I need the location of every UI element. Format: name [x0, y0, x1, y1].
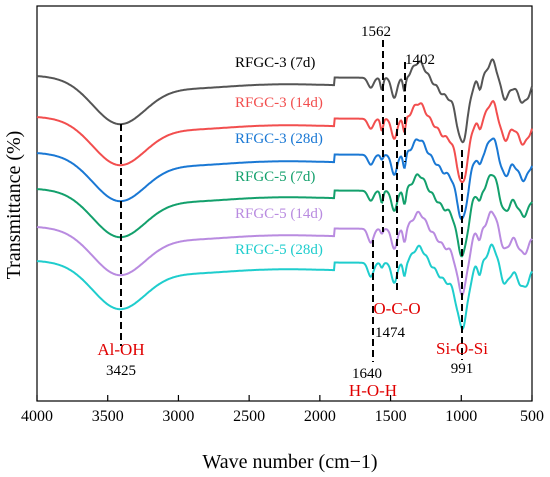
x-axis-title: Wave number (cm−1) [202, 451, 377, 473]
series-label: RFGC-3 (28d) [235, 131, 323, 147]
series-label: RFGC-5 (7d) [235, 169, 315, 185]
annotation-lines [120, 40, 463, 362]
annotation-wavenumber: 991 [451, 361, 474, 377]
y-axis-title: Transmittance (%) [3, 131, 25, 280]
annotation-wavenumber: 1402 [405, 52, 435, 68]
annotation-group: Al-OH [97, 340, 144, 359]
series-line-2 [36, 99, 533, 184]
series-line-1 [36, 58, 533, 144]
x-tick-label: 1500 [375, 408, 407, 425]
series-label: RFGC-5 (28d) [235, 242, 323, 258]
x-tick-label: 3500 [92, 408, 124, 425]
series-line-6 [36, 243, 533, 330]
series-label: RFGC-5 (14d) [235, 206, 323, 222]
series-line-4 [36, 173, 533, 258]
series-lines [36, 58, 533, 330]
annotation-group: Si-O-Si [436, 339, 488, 358]
annotation-group: O-C-O [373, 299, 420, 318]
series-labels: RFGC-3 (7d) RFGC-3 (14d) RFGC-3 (28d) RFGC-… [235, 55, 323, 258]
x-tick-label: 4000 [21, 408, 53, 425]
x-tick-label: 3000 [162, 408, 194, 425]
series-line-5 [36, 210, 533, 297]
x-tick-label: 500 [520, 408, 544, 425]
series-label: RFGC-3 (14d) [235, 95, 323, 111]
x-tick-label: 2000 [304, 408, 336, 425]
x-ticks: 4000 3500 3000 2500 2000 1500 1000 500 [21, 395, 544, 425]
annotation-wavenumber: 1562 [361, 24, 391, 40]
series-line-3 [36, 137, 533, 221]
annotation-wavenumber: 1474 [375, 325, 406, 341]
annotation-group: H-O-H [349, 381, 397, 400]
series-label: RFGC-3 (7d) [235, 55, 315, 71]
x-tick-label: 1000 [445, 408, 477, 425]
x-tick-label: 2500 [233, 408, 265, 425]
annotation-wavenumber: 1640 [352, 366, 382, 382]
annotation-wavenumber: 3425 [106, 363, 136, 379]
